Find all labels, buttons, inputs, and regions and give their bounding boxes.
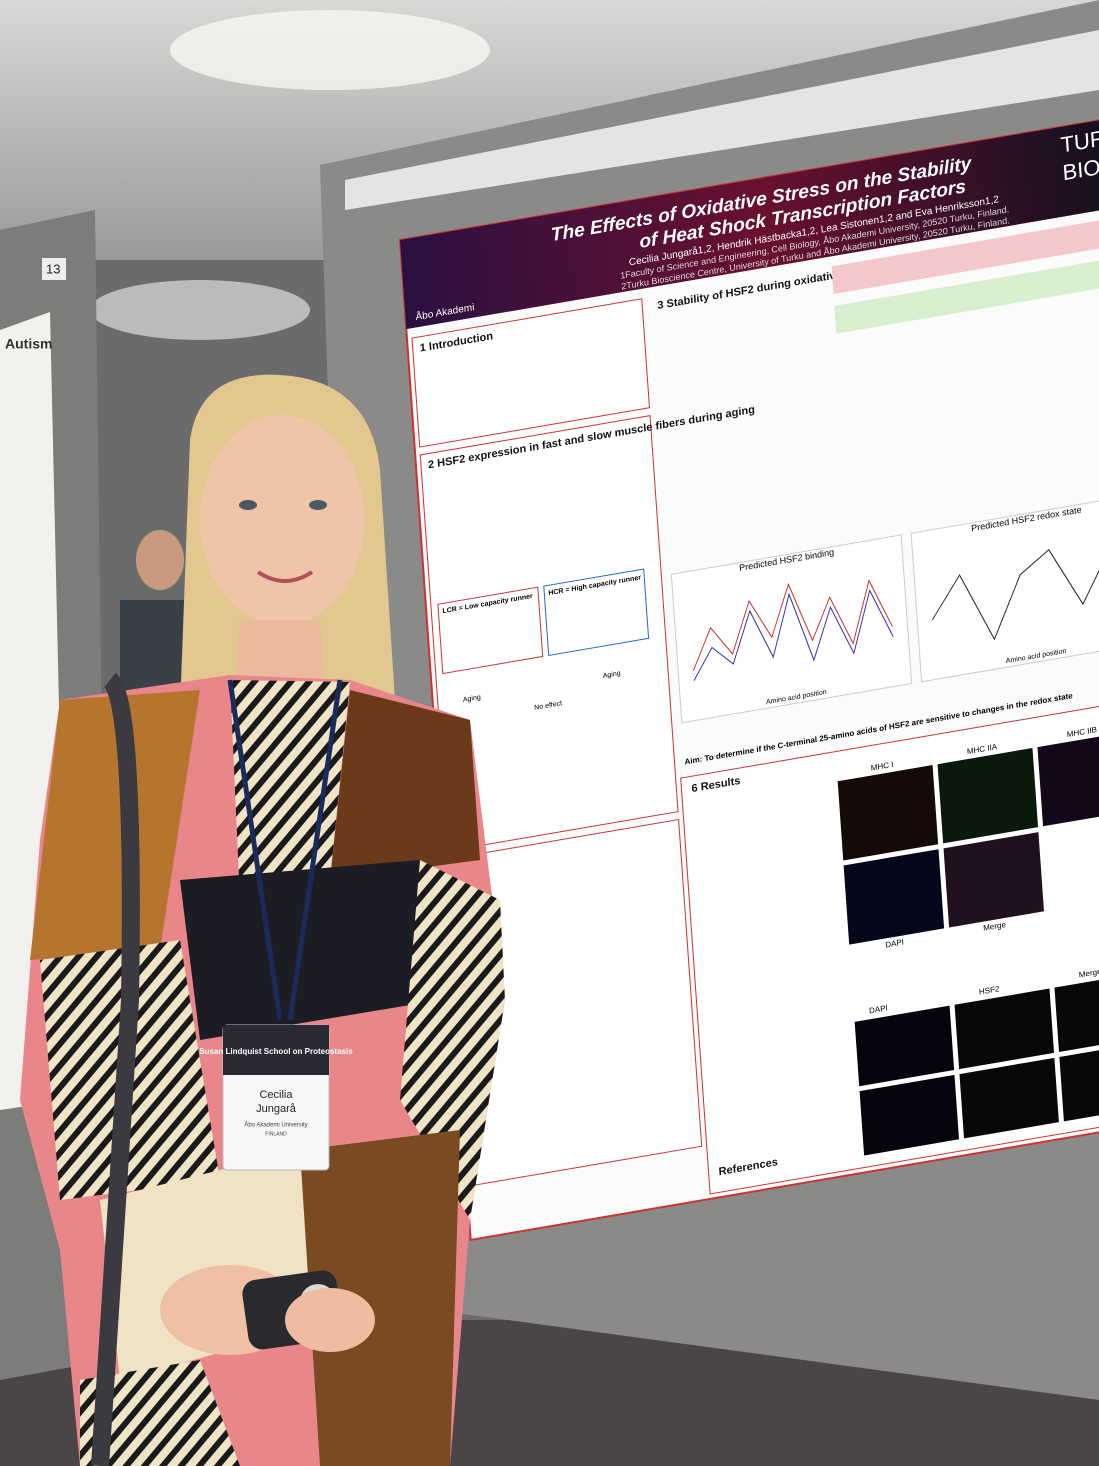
plot-area bbox=[910, 493, 1099, 683]
figure-label: DAPI bbox=[869, 1003, 888, 1015]
diagram-box bbox=[543, 568, 650, 657]
plot-line bbox=[931, 548, 1099, 641]
poster: The Effects of Oxidative Stress on the S… bbox=[398, 115, 1099, 1242]
micrograph bbox=[1059, 1040, 1099, 1122]
micrograph bbox=[943, 832, 1045, 928]
figure-label: MHC I bbox=[870, 760, 893, 773]
smile bbox=[256, 570, 314, 583]
micrograph bbox=[1054, 971, 1099, 1053]
diagram-label: Aging bbox=[603, 670, 621, 680]
plot-line bbox=[692, 579, 893, 671]
micrograph bbox=[954, 988, 1055, 1070]
badge-event: Susan Lindquist School on Proteostasis bbox=[199, 1047, 353, 1056]
dress-pattern bbox=[300, 1130, 460, 1466]
micrograph bbox=[959, 1057, 1059, 1139]
eye bbox=[309, 500, 327, 510]
badge-name: Cecilia bbox=[259, 1089, 293, 1101]
hand bbox=[285, 1288, 375, 1352]
figure-label: Merge bbox=[983, 920, 1007, 933]
bag-strap bbox=[91, 672, 140, 1466]
micrograph bbox=[843, 849, 945, 945]
dress-pattern bbox=[400, 860, 505, 1220]
face bbox=[200, 415, 364, 625]
left-poster-title: Autism bbox=[5, 336, 52, 352]
badge-name: Jungarå bbox=[256, 1103, 297, 1115]
micrograph bbox=[854, 1005, 955, 1087]
figure-label: DAPI bbox=[885, 937, 904, 949]
domain-bar bbox=[834, 256, 1099, 334]
micrograph bbox=[837, 765, 939, 861]
badge-country: FINLAND bbox=[265, 1131, 287, 1137]
dress-pattern bbox=[230, 680, 350, 900]
ceiling-light bbox=[90, 280, 310, 340]
domain-bar bbox=[831, 216, 1099, 295]
plot-line bbox=[693, 589, 894, 681]
dress-pattern bbox=[80, 1360, 240, 1466]
plot-area bbox=[670, 534, 913, 724]
dress-pattern bbox=[180, 860, 440, 1040]
eye bbox=[239, 500, 257, 510]
diagram-label: No effect bbox=[534, 700, 562, 712]
dress-pattern bbox=[330, 690, 480, 880]
ceiling-light bbox=[170, 10, 490, 90]
diagram-box bbox=[437, 586, 544, 675]
board-number: 13 bbox=[46, 261, 60, 276]
badge-institution: Åbo Akademi University bbox=[244, 1122, 307, 1129]
section-box bbox=[411, 298, 650, 448]
lanyard bbox=[227, 679, 343, 1021]
neck bbox=[235, 620, 325, 690]
diagram-label: Aging bbox=[463, 694, 481, 704]
figure-label: Merge bbox=[1079, 967, 1099, 980]
figure-label: HSF2 bbox=[979, 984, 1001, 996]
badge-header bbox=[223, 1025, 329, 1075]
poster-header bbox=[400, 116, 1099, 330]
dress-pattern bbox=[30, 690, 200, 960]
board-number-plate bbox=[42, 258, 66, 280]
board-frame bbox=[345, 30, 1099, 210]
micrograph bbox=[1037, 730, 1099, 827]
bystander-head bbox=[136, 530, 184, 590]
person: Susan Lindquist School on Proteostasis C… bbox=[20, 374, 505, 1466]
micrograph bbox=[859, 1074, 960, 1156]
micrograph bbox=[937, 747, 1039, 844]
